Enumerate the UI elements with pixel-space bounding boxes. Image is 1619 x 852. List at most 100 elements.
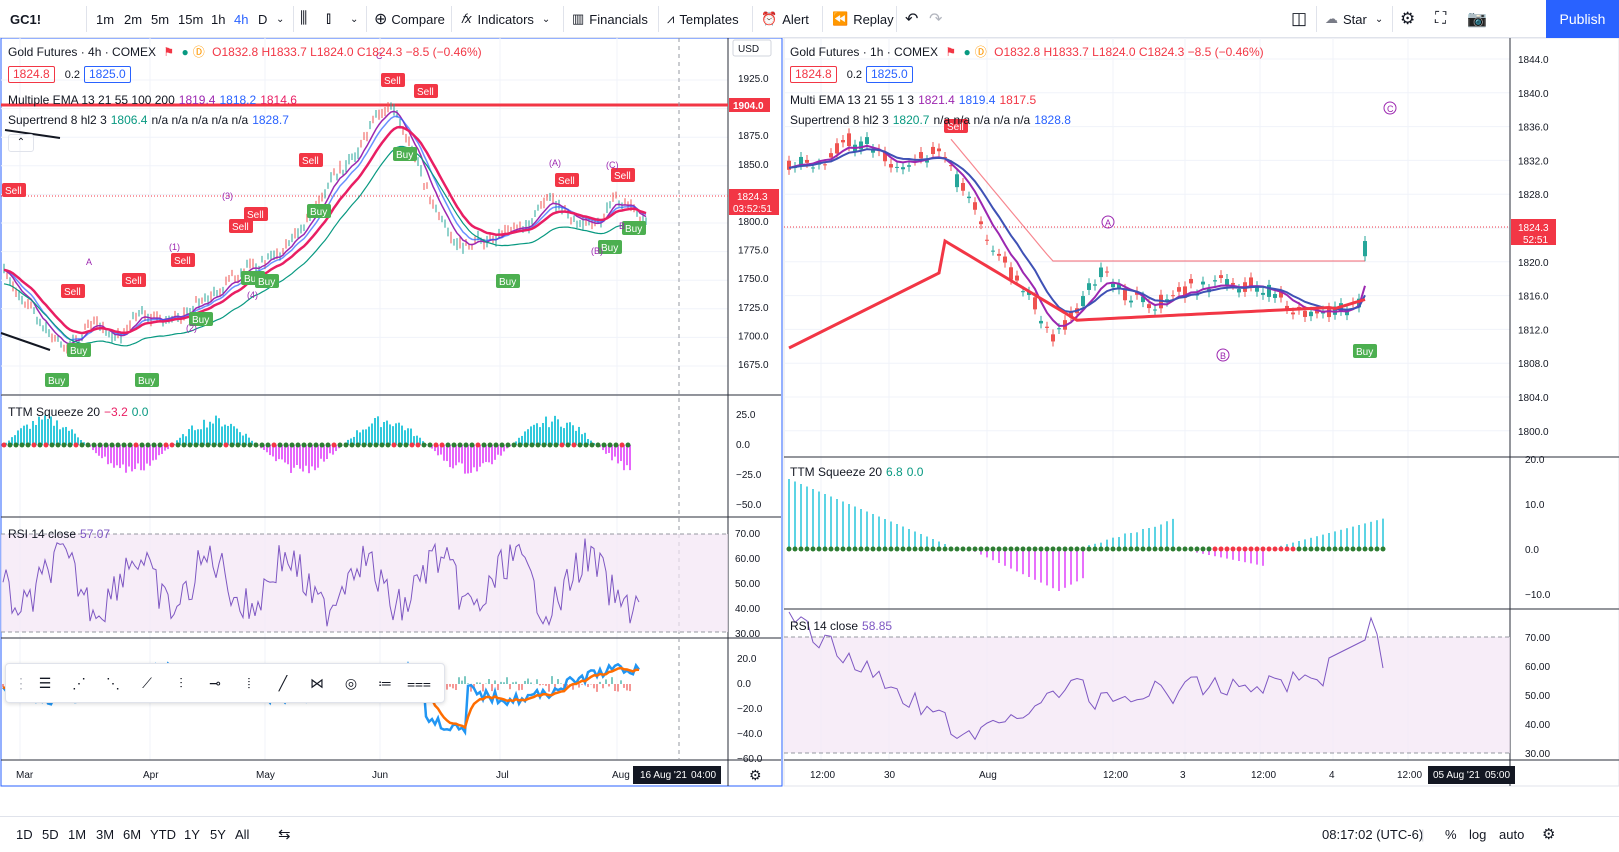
drawing-toolbar: ⋮ ☰ ⋰ ⋱ ⟋ ⫶ ⊸ ⦙ ╱ ⋈ ◎ ≔ ⩶ [5,663,445,703]
buy-signal-box [622,221,646,235]
buy-signal-box [496,274,520,288]
rsi-tick: 40.00 [1525,720,1550,731]
gann-fan-icon[interactable]: ≔ [378,674,392,691]
right-time-tick: Aug [979,770,997,781]
buy-signal-box [67,343,91,357]
squeeze-dot [1296,546,1302,552]
range-5Y[interactable]: 5Y [210,826,226,842]
log-toggle[interactable]: log [1469,826,1487,842]
left-ttm-legend: TTM Squeeze 20 −3.2 0.0 [8,405,149,419]
replay-button[interactable]: ⏪ Replay [832,11,894,27]
left-supertrend-legend: Supertrend 8 hl2 3 1806.4 n/a n/a n/a n/a … [8,113,289,127]
publish-button[interactable]: Publish [1546,0,1619,38]
undo-icon[interactable]: ↶ [905,11,919,28]
pattern-tool-icon[interactable]: ⋈ [310,674,324,691]
squeeze-dot [271,442,277,448]
squeeze-dot [619,442,625,448]
clock-timezone[interactable]: 08:17:02 (UTC-6) [1322,826,1424,842]
ttm-tick: 0.0 [1525,545,1539,556]
indicators-button[interactable]: 𝑓x Indicators ⌄ [461,11,551,27]
supertrend-line [3,145,647,347]
financials-button[interactable]: ▥ Financials [572,11,648,27]
squeeze-dot [912,546,918,552]
range-1Y[interactable]: 1Y [184,826,200,842]
candles-style-icon[interactable]: ⫾ [326,10,332,27]
layout-icon[interactable]: ◫ [1291,9,1308,28]
candle-body [1291,312,1295,315]
fullscreen-icon[interactable]: ⛶ [1435,10,1447,27]
interval-2m[interactable]: 2m [124,11,143,27]
fib-levels-icon[interactable]: ⩶ [407,674,431,691]
range-YTD[interactable]: YTD [150,826,176,842]
squeeze-dot [1194,546,1200,552]
templates-button[interactable]: ⩘ Templates [667,11,739,27]
squeeze-dot [1134,546,1140,552]
settings-gear-icon[interactable]: ⚙ [1542,826,1556,843]
rsi-tick: 30.00 [1525,749,1550,760]
squeeze-dot [55,442,61,448]
interval-15m[interactable]: 15m [178,11,204,27]
squeeze-dot [894,546,900,552]
range-All[interactable]: All [235,826,250,842]
squeeze-dot [559,442,565,448]
right-price-tick: 1828.0 [1518,190,1549,201]
chart-area[interactable]: 1925.01900.01875.01850.01825.01800.01775… [0,38,1619,816]
candle-body [943,156,947,158]
abc-pattern-icon[interactable]: ⋱ [106,674,120,691]
squeeze-dot [451,442,457,448]
sell-signal-box [555,173,579,187]
wave-pattern-icon[interactable]: ⋰ [72,674,86,691]
squeeze-dot [85,442,91,448]
range-1D[interactable]: 1D [16,826,33,842]
interval-4h[interactable]: 4h [234,11,249,27]
auto-toggle[interactable]: auto [1499,826,1525,842]
star-button[interactable]: ☁ Star ⌄ [1325,11,1384,27]
compare-button[interactable]: ⊕ Compare [374,11,445,28]
squeeze-dot [1008,546,1014,552]
right-rsi-legend: RSI 14 close 58.85 [790,619,893,633]
chart-type-dropdown-icon[interactable]: ⌄ [350,13,359,25]
buy-signal-label: Buy [625,224,642,235]
squeeze-dot [966,546,972,552]
squeeze-dot [1152,546,1158,552]
settings-gear-icon[interactable]: ⚙ [1400,9,1416,28]
squeeze-dot [109,442,115,448]
interval-D[interactable]: D [258,11,268,27]
range-3M[interactable]: 3M [96,826,115,842]
measure-bars-icon[interactable]: ⦙ [247,674,251,691]
squeeze-dot [259,442,265,448]
horizontal-lines-icon[interactable]: ☰ [38,674,52,691]
range-6M[interactable]: 6M [123,826,142,842]
collapse-legend-icon[interactable]: ⌃ [8,134,34,152]
interval-5m[interactable]: 5m [151,11,170,27]
sell-signal-box [122,273,146,287]
bars-style-icon[interactable]: ⫼ [300,10,308,27]
redo-icon[interactable]: ↷ [929,11,943,28]
percent-toggle[interactable]: % [1445,826,1457,842]
trend-line-icon[interactable]: ⟋ [142,674,152,691]
interval-dropdown-icon[interactable]: ⌄ [276,13,285,25]
fib-retracement-icon[interactable]: ⫶ [179,674,183,691]
candle-body [997,253,1001,256]
range-5D[interactable]: 5D [42,826,59,842]
candle-body [1045,326,1049,328]
alert-button[interactable]: ⏰ Alert [761,11,809,27]
squeeze-dot [1092,546,1098,552]
goto-date-icon[interactable]: ⇆ [278,826,291,843]
left-market-dot-icon: ● [181,45,189,59]
horizontal-ray-icon[interactable]: ⊸ [209,674,221,691]
camera-icon[interactable]: 📷 [1467,11,1487,28]
ema-55-line [3,125,647,335]
line-tool-icon[interactable]: ╱ [278,674,288,691]
interval-1h[interactable]: 1h [211,11,226,27]
right-bid-ask: 1824.8 0.2 1825.0 [790,66,917,83]
squeeze-dot [247,442,253,448]
buy-signal-label: Buy [192,315,209,326]
wave-circle [1383,101,1397,115]
range-1M[interactable]: 1M [68,826,87,842]
spiral-icon[interactable]: ◎ [344,674,358,691]
ttm-tick: 25.0 [736,410,756,421]
symbol-search[interactable]: GC1! [10,0,41,38]
drag-handle-icon[interactable]: ⋮ [14,674,28,691]
interval-1m[interactable]: 1m [96,11,115,27]
